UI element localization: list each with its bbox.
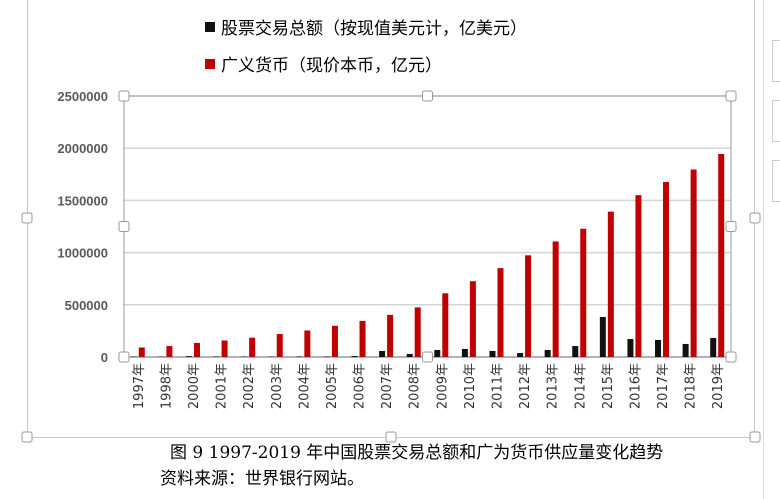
x-tick-label: 2007年 xyxy=(380,363,395,409)
selection-handle xyxy=(725,90,737,102)
bar-stock xyxy=(434,350,441,357)
bar-m2 xyxy=(387,314,394,357)
bar-m2 xyxy=(718,153,725,357)
x-tick-label: 2010年 xyxy=(463,363,478,409)
x-tick-label: 2018年 xyxy=(684,363,699,409)
bar-m2 xyxy=(359,320,366,357)
x-tick-label: 2013年 xyxy=(546,363,561,409)
selection-handle xyxy=(21,431,33,443)
y-tick-label: 0 xyxy=(101,350,108,365)
x-tick-label: 2006年 xyxy=(353,363,368,409)
x-tick-label: 2017年 xyxy=(656,363,671,409)
bar-stock xyxy=(572,346,579,357)
x-tick-label: 2016年 xyxy=(628,363,643,409)
bar-m2 xyxy=(276,333,283,357)
bar-stock xyxy=(599,317,606,357)
bar-stock xyxy=(710,337,717,357)
selection-handle xyxy=(118,90,130,102)
y-tick-label: 2000000 xyxy=(57,141,108,156)
selection-handle xyxy=(118,351,130,363)
bar-stock xyxy=(627,339,634,357)
legend-label-stock: 股票交易总额（按现值美元计，亿美元） xyxy=(221,19,527,39)
y-tick-label: 1500000 xyxy=(57,193,108,208)
bar-m2 xyxy=(166,346,173,357)
bar-stock xyxy=(544,350,551,357)
y-tick-label: 2500000 xyxy=(57,89,108,104)
x-tick-label: 2015年 xyxy=(601,363,616,409)
selection-handle xyxy=(21,212,33,224)
bar-m2 xyxy=(525,255,532,357)
bar-m2 xyxy=(580,228,587,357)
selection-handle xyxy=(749,431,761,443)
bar-m2 xyxy=(138,347,145,357)
bar-m2 xyxy=(607,211,614,357)
x-tick-label: 2001年 xyxy=(215,363,230,409)
x-tick-label: 2003年 xyxy=(270,363,285,409)
bar-m2 xyxy=(414,307,421,357)
bar-m2 xyxy=(249,337,256,357)
y-tick-label: 1000000 xyxy=(57,246,108,261)
legend-label-m2: 广义货币（现价本币，亿元） xyxy=(221,56,442,76)
selection-handle xyxy=(725,221,737,232)
bar-stock xyxy=(461,348,468,357)
y-tick-label: 500000 xyxy=(65,298,108,313)
selection-handle xyxy=(385,431,397,443)
bar-m2 xyxy=(331,325,338,357)
bar-stock xyxy=(351,356,358,357)
x-tick-label: 2000年 xyxy=(187,363,202,409)
bar-m2 xyxy=(497,268,504,357)
source-note: 资料来源：世界银行网站。 xyxy=(160,469,364,489)
bar-m2 xyxy=(690,169,697,357)
bar-stock xyxy=(379,350,386,357)
selection-handle xyxy=(725,351,737,363)
x-tick-label: 2019年 xyxy=(711,363,726,409)
x-tick-label: 2014年 xyxy=(573,363,588,409)
bar-m2 xyxy=(635,195,642,357)
selection-handle xyxy=(118,221,130,232)
selection-handle xyxy=(749,212,761,224)
bar-stock xyxy=(682,343,689,357)
x-tick-label: 2002年 xyxy=(242,363,257,409)
bar-stock xyxy=(185,356,192,357)
x-tick-label: 2012年 xyxy=(518,363,533,409)
legend-swatch-stock xyxy=(205,21,215,32)
legend: 股票交易总额（按现值美元计，亿美元） 广义货币（现价本币，亿元） xyxy=(205,8,527,82)
x-tick-label: 2004年 xyxy=(297,363,312,409)
x-tick-label: 2011年 xyxy=(490,363,505,409)
bar-m2 xyxy=(663,181,670,357)
bar-m2 xyxy=(442,293,449,357)
selection-handle xyxy=(422,90,433,102)
bar-m2 xyxy=(193,342,200,357)
bar-stock xyxy=(655,339,662,357)
legend-item-stock: 股票交易总额（按现值美元计，亿美元） xyxy=(205,8,527,45)
layout-options-button[interactable] xyxy=(772,40,780,82)
chart-styles-button[interactable] xyxy=(772,160,780,202)
bar-stock xyxy=(406,353,413,357)
bar-m2 xyxy=(221,340,228,357)
legend-item-m2: 广义货币（现价本币，亿元） xyxy=(205,45,527,82)
legend-swatch-m2 xyxy=(205,58,215,69)
x-tick-label: 1998年 xyxy=(159,363,174,409)
chart-elements-button[interactable] xyxy=(772,100,780,142)
figure-caption: 图 9 1997-2019 年中国股票交易总额和广为货币供应量变化趋势 xyxy=(170,443,664,463)
bar-m2 xyxy=(469,281,476,357)
x-tick-label: 2005年 xyxy=(325,363,340,409)
selection-handle xyxy=(422,351,433,363)
side-panel xyxy=(763,0,780,499)
bar-m2 xyxy=(552,241,559,357)
bar-stock xyxy=(517,353,524,357)
x-tick-label: 1997年 xyxy=(132,363,147,409)
x-tick-label: 2008年 xyxy=(408,363,423,409)
x-tick-label: 2009年 xyxy=(435,363,450,409)
bar-stock xyxy=(489,350,496,357)
bar-m2 xyxy=(304,330,311,357)
